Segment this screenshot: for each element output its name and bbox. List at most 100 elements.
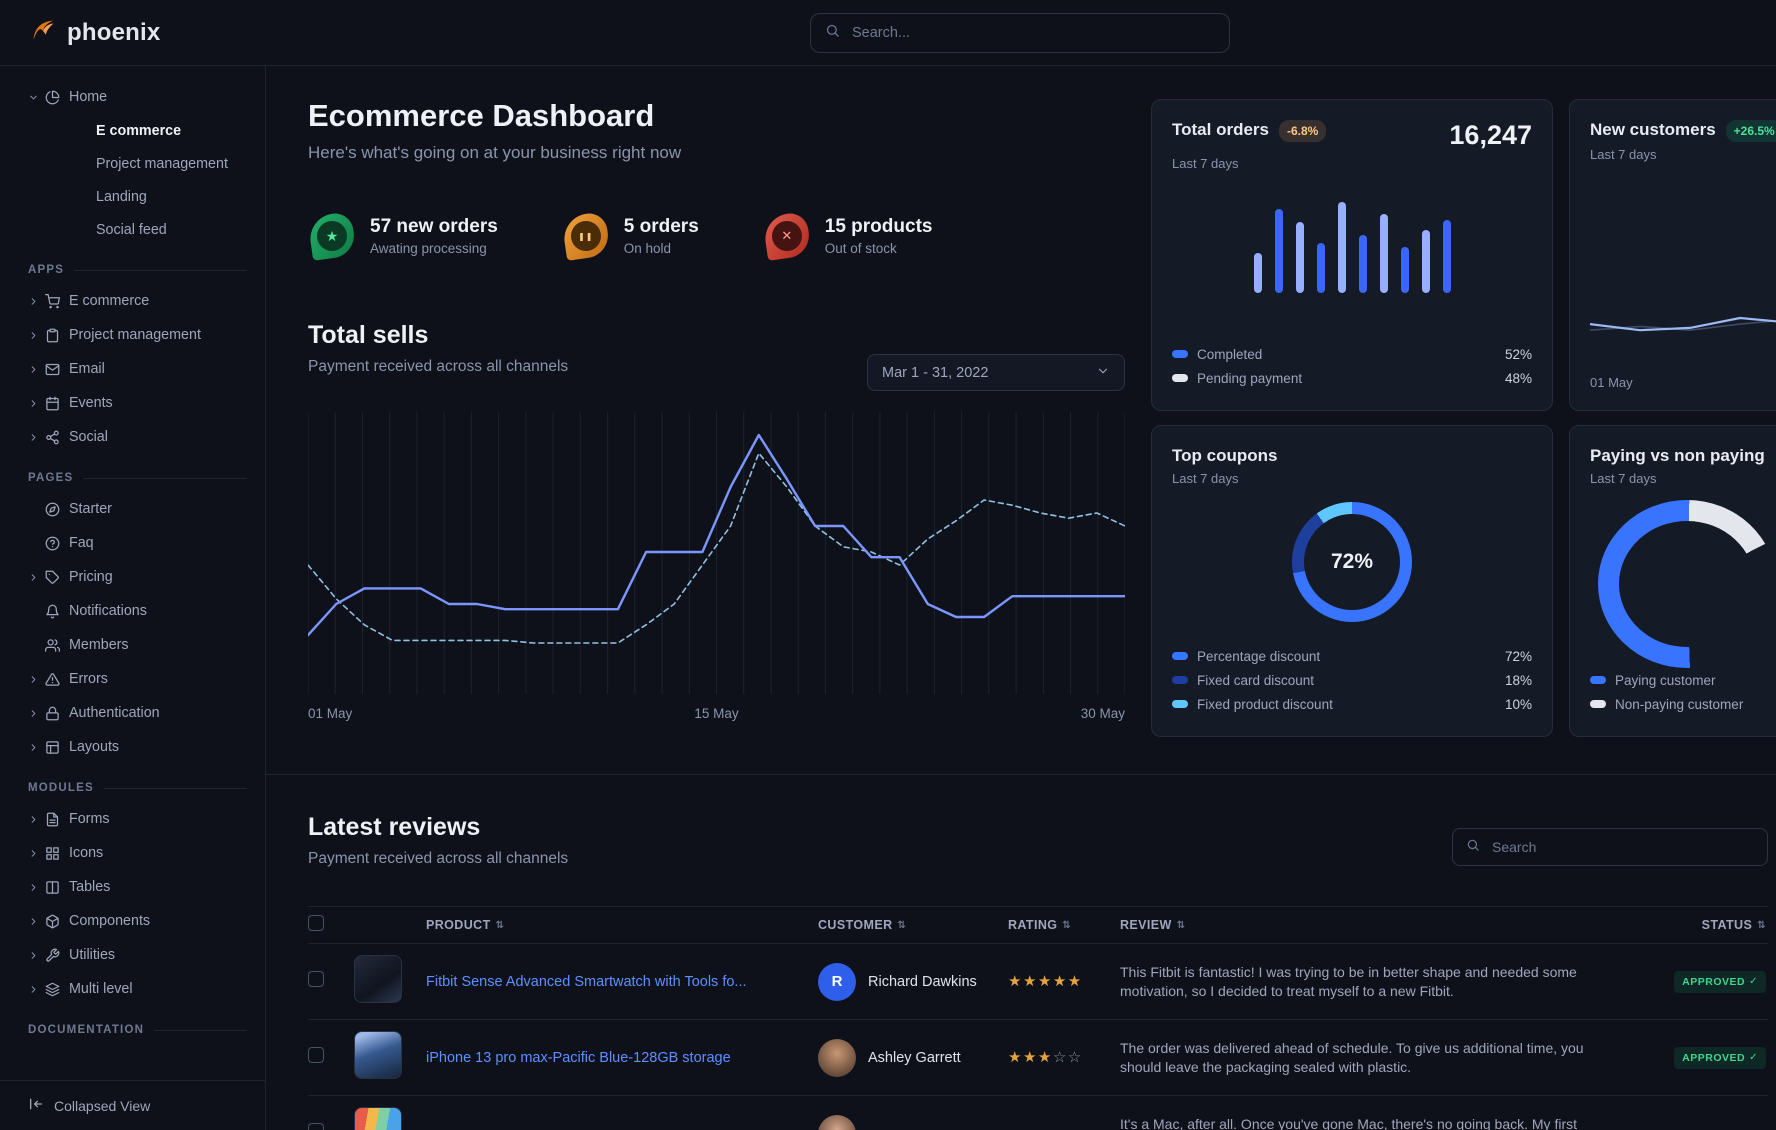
order-bar [1274, 208, 1283, 293]
table-row: iPhone 13 pro max-Pacific Blue-128GB sto… [308, 1020, 1768, 1096]
order-bar [1316, 243, 1325, 293]
row-checkbox[interactable] [308, 1123, 324, 1130]
column-header-rating[interactable]: RATING ⇅ [1008, 918, 1072, 932]
chevron-right-icon [31, 951, 36, 959]
card-period: Last 7 days [1172, 471, 1239, 486]
sidebar-item-social-feed[interactable]: Social feed [96, 221, 167, 238]
sidebar-item-icons[interactable]: Icons [0, 836, 265, 870]
sidebar-item-e-commerce[interactable]: E commerce [0, 284, 265, 318]
trend-badge: -6.8% [1278, 120, 1327, 142]
chevron-right-icon [31, 433, 36, 441]
sidebar-item-email[interactable]: Email [0, 352, 265, 386]
brand-logo[interactable]: phoenix [28, 15, 160, 50]
order-bar [1400, 246, 1409, 293]
chevron-right-icon [31, 883, 36, 891]
chevron-right-icon [31, 331, 36, 339]
sidebar-item-layouts[interactable]: Layouts [0, 730, 265, 764]
chevron-right-icon [31, 709, 36, 717]
order-bar [1358, 235, 1367, 293]
navbar-search[interactable] [810, 13, 1230, 53]
sidebar-item-faq[interactable]: Faq [0, 526, 265, 560]
sidebar-item-authentication[interactable]: Authentication [0, 696, 265, 730]
chevron-right-icon [31, 815, 36, 823]
tag-icon [45, 570, 59, 584]
sidebar-item-forms[interactable]: Forms [0, 802, 265, 836]
paying-legend: Paying customer Non-paying customer [1590, 668, 1776, 716]
row-checkbox[interactable] [308, 1047, 324, 1063]
reviews-subtitle: Payment received across all channels [308, 850, 569, 867]
legend-item: Percentage discount 72% [1172, 644, 1532, 668]
chevron-right-icon [31, 297, 36, 305]
order-bar [1379, 214, 1388, 293]
total-orders-card: Total orders -6.8% 16,247 Last 7 days Co… [1151, 99, 1553, 411]
chevron-right-icon [31, 573, 36, 581]
layers-icon [45, 982, 60, 996]
column-header-review[interactable]: REVIEW ⇅ [1120, 918, 1186, 932]
search-icon [826, 24, 839, 37]
order-bar [1253, 252, 1262, 293]
sidebar-section-modules: MODULES [0, 764, 265, 802]
reviews-search[interactable] [1452, 828, 1768, 866]
sort-icon: ⇅ [1757, 919, 1766, 931]
chevron-right-icon [31, 675, 36, 683]
chevron-right-icon [31, 743, 36, 751]
sidebar-item-components[interactable]: Components [0, 904, 265, 938]
customer-name: Richard Dawkins [868, 973, 977, 990]
product-link[interactable]: Fitbit Sense Advanced Smartwatch with To… [426, 973, 747, 990]
total-sells-title: Total sells [308, 321, 429, 349]
column-header-status[interactable]: STATUS ⇅ [1701, 918, 1766, 932]
date-range-select[interactable]: Mar 1 - 31, 2022 [867, 354, 1125, 391]
sidebar-item-tables[interactable]: Tables [0, 870, 265, 904]
row-checkbox[interactable] [308, 971, 324, 987]
stat-on-hold: ❚❚ 5 orders On hold [560, 211, 699, 261]
sidebar-item-project-management[interactable]: Project management [96, 155, 228, 172]
top-navbar: phoenix [0, 0, 1776, 66]
rating-stars: ★★★★★ [1008, 973, 1083, 990]
sort-icon: ⇅ [495, 919, 505, 931]
order-bar [1295, 221, 1304, 293]
total-sells-subtitle: Payment received across all channels [308, 358, 569, 375]
sidebar-item-social[interactable]: Social [0, 420, 265, 454]
stat-out-of-stock: ✕ 15 products Out of stock [761, 211, 932, 261]
sidebar-item-notifications[interactable]: Notifications [0, 594, 265, 628]
sidebar-item-utilities[interactable]: Utilities [0, 938, 265, 972]
reviews-search-input[interactable] [1490, 838, 1754, 856]
legend-item: Completed 52% [1172, 342, 1532, 366]
compass-icon [45, 502, 60, 516]
collapsed-view-toggle[interactable]: Collapsed View [0, 1080, 265, 1130]
column-header-product[interactable]: PRODUCT ⇅ [426, 918, 505, 932]
avatar [818, 1114, 856, 1130]
sidebar-item-errors[interactable]: Errors [0, 662, 265, 696]
sidebar-nav: Home E commerce Project management Landing S… [0, 66, 265, 1080]
page-subtitle: Here's what's going on at your business … [308, 143, 682, 162]
legend-item: Non-paying customer [1590, 692, 1776, 716]
product-image [354, 1107, 402, 1130]
sidebar-item-multi-level[interactable]: Multi level [0, 972, 265, 1006]
dashboard-left: Ecommerce Dashboard Here's what's going … [306, 66, 1127, 724]
table-row: Fitbit Sense Advanced Smartwatch with To… [308, 944, 1768, 1020]
total-sells-header: Total sells Payment received across all … [308, 320, 1125, 391]
table-row: It's a Mac, after all. Once you've gone … [308, 1096, 1768, 1130]
select-all-checkbox[interactable] [308, 914, 324, 931]
sidebar-item-project-management[interactable]: Project management [0, 318, 265, 352]
search-input[interactable] [850, 24, 1215, 42]
product-link[interactable]: iPhone 13 pro max-Pacific Blue-128GB sto… [426, 1049, 731, 1066]
sidebar-item-members[interactable]: Members [0, 628, 265, 662]
card-title: Total orders [1172, 120, 1269, 139]
avatar [818, 1038, 856, 1077]
sidebar-item-events[interactable]: Events [0, 386, 265, 420]
orders-bar-chart [1237, 197, 1467, 293]
table-body: Fitbit Sense Advanced Smartwatch with To… [308, 944, 1768, 1130]
column-header-customer[interactable]: CUSTOMER ⇅ [818, 918, 907, 932]
sidebar-item-starter[interactable]: Starter [0, 492, 265, 526]
order-bar [1442, 220, 1451, 293]
sidebar-item-landing[interactable]: Landing [96, 188, 147, 205]
sidebar-item-home[interactable]: Home [0, 80, 265, 114]
sidebar-item-e-commerce[interactable]: E commerce [96, 122, 182, 139]
sidebar-item-pricing[interactable]: Pricing [0, 560, 265, 594]
stat-caption: Awating processing [370, 241, 487, 256]
file-text-icon [46, 812, 59, 826]
shopping-cart-icon [45, 293, 60, 308]
latest-reviews-section: Latest reviews Payment received across a… [266, 774, 1776, 1130]
